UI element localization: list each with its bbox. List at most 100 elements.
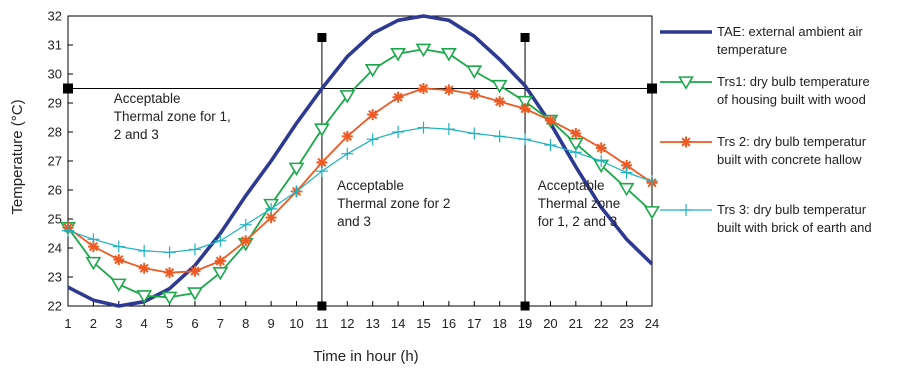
x-tick-label: 8 xyxy=(242,316,249,331)
y-tick-label: 29 xyxy=(48,96,62,111)
x-tick-label: 20 xyxy=(543,316,557,331)
asterisk-stroke xyxy=(469,89,479,99)
data-point xyxy=(466,65,483,79)
x-tick-label: 2 xyxy=(90,316,97,331)
x-tick-label: 19 xyxy=(518,316,532,331)
triangle-marker xyxy=(618,182,635,197)
data-point xyxy=(138,262,150,274)
data-point xyxy=(443,84,455,96)
asterisk-stroke xyxy=(520,104,530,114)
data-point xyxy=(136,290,153,304)
data-point xyxy=(110,278,127,293)
zone-boundary-marker xyxy=(520,33,530,42)
legend-label: Trs1: dry bulb temperature of housing bui… xyxy=(717,74,870,107)
data-point xyxy=(87,233,100,246)
legend-label-line: built with concrete hallow xyxy=(717,152,862,167)
triangle-marker xyxy=(364,63,381,78)
annotation-line: Acceptable xyxy=(337,178,404,193)
asterisk-stroke xyxy=(622,160,632,170)
zone-boundary-marker xyxy=(317,33,327,42)
data-point xyxy=(519,133,532,146)
x-tick-label: 4 xyxy=(141,316,148,331)
triangle-marker xyxy=(136,290,153,304)
annotation-line: Acceptable xyxy=(538,178,605,193)
data-point xyxy=(417,121,430,134)
data-point xyxy=(341,147,354,160)
annotation-line: and 3 xyxy=(337,214,371,229)
data-point xyxy=(164,267,176,279)
data-point xyxy=(569,146,582,159)
data-point xyxy=(85,256,102,271)
x-tick-label: 22 xyxy=(594,316,608,331)
data-point xyxy=(314,123,330,137)
data-point xyxy=(544,139,557,152)
data-point xyxy=(618,182,635,197)
x-tick-label: 15 xyxy=(416,316,430,331)
data-point xyxy=(161,291,178,306)
data-point xyxy=(113,254,125,266)
legend-label-line: Trs 3: dry bulb temperatur xyxy=(717,202,867,217)
data-point xyxy=(680,136,692,148)
data-point xyxy=(212,266,229,281)
x-tick-label: 16 xyxy=(442,316,456,331)
annotation-line: Thermal zone xyxy=(538,196,621,211)
data-point xyxy=(494,96,506,108)
legend-label-line: Trs1: dry bulb temperature xyxy=(717,74,870,89)
data-point xyxy=(519,103,531,115)
x-tick-label: 9 xyxy=(268,316,275,331)
plot-frame xyxy=(67,15,653,307)
x-tick-label: 23 xyxy=(619,316,633,331)
triangle-marker xyxy=(517,95,533,110)
data-point xyxy=(390,48,406,62)
asterisk-stroke xyxy=(164,268,175,278)
annotation-line: Thermal zone for 2 xyxy=(337,196,450,211)
triangle-marker xyxy=(644,206,660,220)
triangle-marker xyxy=(390,48,406,62)
data-point xyxy=(678,76,694,90)
y-tick-label: 28 xyxy=(48,125,62,140)
data-point xyxy=(417,83,429,94)
x-tick-label: 10 xyxy=(289,316,303,331)
asterisk-stroke xyxy=(215,256,225,266)
asterisk-stroke xyxy=(596,143,606,153)
legend: TAE: external ambient air temperature Trs1… xyxy=(660,24,872,235)
series-line-1 xyxy=(67,14,654,308)
data-point xyxy=(544,114,556,126)
data-point xyxy=(646,175,658,188)
annotation-line: for 1, 2 and 3 xyxy=(538,214,618,229)
legend-label-line: Trs 2: dry bulb temperatur xyxy=(717,134,867,149)
annotation-line: Thermal zone for 1, xyxy=(114,109,231,124)
y-tick-label: 23 xyxy=(48,270,62,285)
triangle-marker xyxy=(440,48,457,62)
asterisk-stroke xyxy=(190,266,200,276)
data-point xyxy=(265,202,278,215)
data-point xyxy=(339,90,356,104)
data-point xyxy=(112,240,125,253)
triangle-marker xyxy=(288,162,305,177)
asterisk-stroke xyxy=(266,212,276,223)
asterisk-stroke xyxy=(495,96,505,107)
data-point xyxy=(644,206,660,220)
triangle-marker xyxy=(466,65,483,79)
data-point xyxy=(288,162,305,177)
data-point xyxy=(341,130,353,142)
legend-label-line: TAE: external ambient air xyxy=(717,24,863,39)
triangle-marker xyxy=(161,291,178,306)
threshold-marker xyxy=(647,83,657,94)
zone-annotation-3: Acceptable Thermal zone for 1, 2 and 3 xyxy=(538,178,621,229)
asterisk-stroke xyxy=(681,137,691,147)
x-tick-label: 24 xyxy=(645,316,659,331)
x-tick-label: 5 xyxy=(166,316,173,331)
asterisk-stroke xyxy=(342,131,352,141)
zone-annotation-2: Acceptable Thermal zone for 2 and 3 xyxy=(337,178,450,229)
x-tick-label: 7 xyxy=(217,316,224,331)
y-tick-label: 25 xyxy=(48,212,62,227)
data-point xyxy=(214,234,227,247)
data-point xyxy=(187,287,203,301)
legend-label-line: of housing built with wood xyxy=(717,92,866,107)
x-tick-label: 11 xyxy=(315,316,329,331)
data-point xyxy=(570,127,582,139)
data-point xyxy=(214,255,226,267)
asterisk-stroke xyxy=(241,236,251,246)
